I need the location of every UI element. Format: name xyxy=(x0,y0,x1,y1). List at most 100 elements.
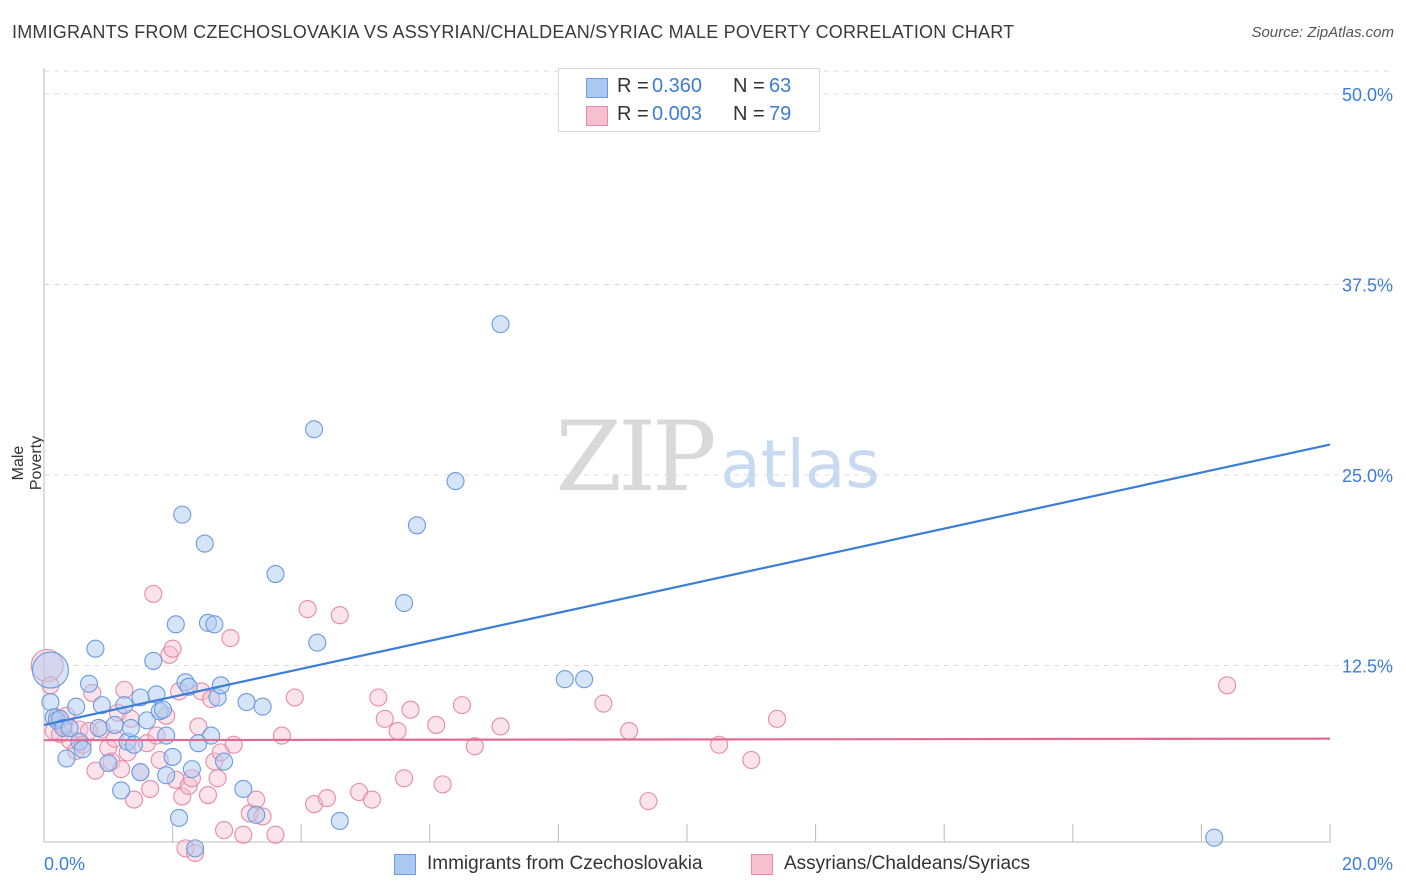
trend-line-assyrians xyxy=(43,737,1331,742)
legend-n-label: N = xyxy=(733,103,765,125)
blue-point xyxy=(41,693,60,712)
pink-point xyxy=(317,789,336,808)
pink-point xyxy=(124,790,144,809)
blue-point xyxy=(266,565,285,584)
blue-point xyxy=(182,760,201,779)
axes xyxy=(43,68,1331,843)
pink-point xyxy=(224,735,243,754)
pink-point xyxy=(452,696,472,715)
legend-swatch-pink xyxy=(586,106,608,126)
blue-point xyxy=(79,674,99,693)
pink-point xyxy=(214,821,234,840)
series-czechoslovakia-points xyxy=(31,86,1224,858)
blue-point xyxy=(99,753,118,773)
legend-n-value: 63 xyxy=(769,75,792,97)
blue-point xyxy=(144,651,163,670)
pink-point xyxy=(767,709,787,728)
pink-point xyxy=(141,779,160,798)
blue-point xyxy=(202,726,221,745)
blue-point xyxy=(169,808,189,827)
legend-swatch-pink xyxy=(751,854,773,875)
pink-point xyxy=(433,775,452,794)
blue-point xyxy=(330,811,349,830)
legend-label: Immigrants from Czechoslovakia xyxy=(427,853,703,874)
blue-point xyxy=(105,715,124,734)
y-tick-label: 12.5% xyxy=(1342,657,1393,677)
blue-point xyxy=(195,534,214,553)
blue-point xyxy=(234,779,253,798)
pink-point xyxy=(620,721,639,741)
blue-point xyxy=(575,670,594,689)
blue-point xyxy=(308,633,327,652)
source-label: Source: ZipAtlas.com xyxy=(1251,24,1394,41)
pink-point xyxy=(285,688,304,707)
pink-point xyxy=(465,737,484,756)
pink-point xyxy=(221,629,240,648)
pink-point xyxy=(401,700,420,719)
blue-point xyxy=(67,697,86,716)
grid-lines xyxy=(44,70,1392,666)
watermark-zip: ZIP xyxy=(555,401,714,513)
legend-swatch-blue xyxy=(394,854,416,875)
correlation-legend: R = 0.360 N = 63 R = 0.003 N = 79 xyxy=(558,68,820,132)
trend-lines xyxy=(43,443,1331,742)
blue-point xyxy=(305,420,324,439)
pink-point xyxy=(369,688,388,707)
legend-r-label: R = xyxy=(617,75,649,97)
y-tick-label: 37.5% xyxy=(1342,276,1393,296)
pink-point xyxy=(163,639,182,658)
pink-point xyxy=(427,715,446,734)
trend-line-czechoslovakia xyxy=(43,443,1331,727)
pink-point xyxy=(173,787,192,806)
blue-point xyxy=(237,693,256,712)
tick-labels: 12.5% 25.0% 37.5% 50.0% 0.0% 20.0% xyxy=(44,85,1393,874)
blue-point xyxy=(491,315,510,334)
pink-point xyxy=(198,785,218,805)
pink-point xyxy=(234,825,253,844)
blue-point xyxy=(253,697,272,716)
pink-point xyxy=(298,600,317,619)
pink-point xyxy=(362,790,381,809)
pink-point xyxy=(208,769,227,788)
blue-point xyxy=(124,735,144,754)
pink-point xyxy=(388,721,407,741)
pink-point xyxy=(272,726,291,745)
legend-label: Assyrians/Chaldeans/Syriacs xyxy=(784,853,1031,874)
blue-point xyxy=(1205,828,1224,847)
blue-point xyxy=(166,615,185,634)
blue-point xyxy=(186,839,205,858)
blue-point xyxy=(407,516,426,535)
pink-point xyxy=(266,825,285,844)
legend-r-value: 0.360 xyxy=(652,75,703,97)
blue-point xyxy=(205,615,224,634)
x-tick-label: 0.0% xyxy=(44,854,85,874)
chart-title: IMMIGRANTS FROM CZECHOSLOVAKIA VS ASSYRI… xyxy=(12,22,1015,42)
blue-point xyxy=(163,747,182,766)
blue-point xyxy=(395,593,414,613)
blue-point xyxy=(214,752,234,771)
pink-point xyxy=(115,680,134,699)
y-tick-label: 50.0% xyxy=(1342,85,1393,105)
blue-point xyxy=(153,700,173,719)
watermark-atlas: atlas xyxy=(720,426,880,503)
blue-point xyxy=(57,749,76,768)
blue-point xyxy=(173,505,192,524)
blue-point xyxy=(31,651,69,689)
pink-point xyxy=(594,694,613,713)
blue-point xyxy=(112,781,131,800)
blue-point xyxy=(121,718,140,738)
legend-row-assyrians: R = 0.003 N = 79 xyxy=(559,101,819,129)
blue-point xyxy=(157,766,176,785)
legend-row-czechoslovakia: R = 0.360 N = 63 xyxy=(559,73,819,101)
blue-point xyxy=(86,639,105,658)
y-tick-label: 25.0% xyxy=(1342,466,1393,486)
pink-point xyxy=(330,606,349,625)
blue-point xyxy=(555,670,574,689)
blue-point xyxy=(73,740,92,759)
legend-n-label: N = xyxy=(733,75,765,97)
blue-point xyxy=(157,726,176,745)
blue-point xyxy=(446,472,465,491)
pink-point xyxy=(395,769,414,788)
pink-point xyxy=(491,717,510,736)
watermark: ZIP atlas xyxy=(555,401,879,513)
